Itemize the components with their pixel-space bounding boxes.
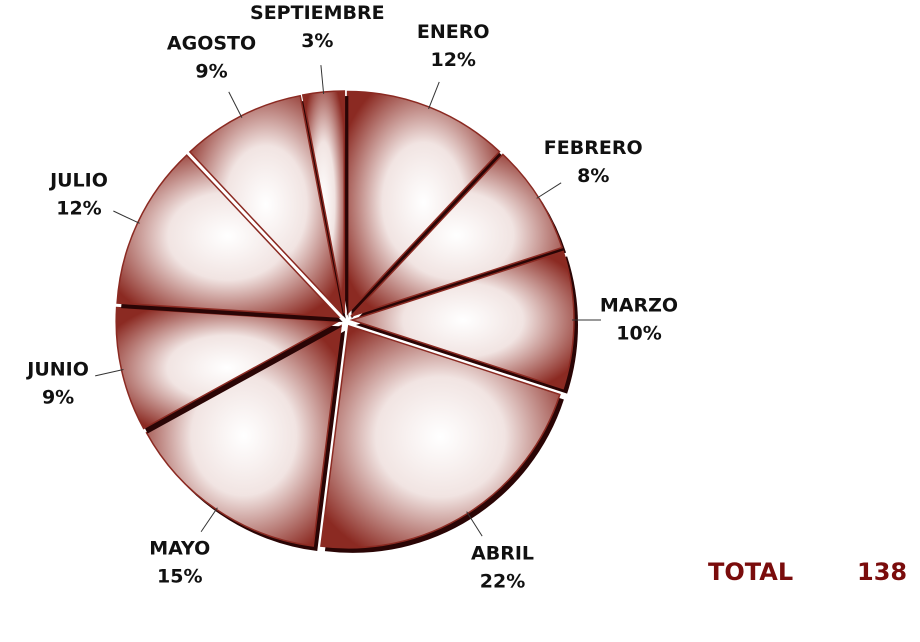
slice-label: FEBRERO <box>544 137 643 159</box>
slice-value-label: 9% <box>195 61 227 83</box>
slice-value-label: 10% <box>616 323 661 345</box>
leader-line <box>95 369 124 377</box>
slice-label: JULIO <box>48 169 108 191</box>
slice-label: ABRIL <box>471 543 534 565</box>
total-label: TOTAL <box>708 558 793 586</box>
leader-line <box>536 182 562 199</box>
slice-label: MAYO <box>149 538 210 560</box>
slice-value-label: 9% <box>42 387 74 409</box>
slice-value-label: 12% <box>430 49 475 71</box>
leader-line <box>466 511 483 537</box>
slice-value-label: 22% <box>480 571 525 593</box>
slice-label: AGOSTO <box>167 33 256 55</box>
leader-line <box>200 507 218 533</box>
slice-value-label: 15% <box>157 566 202 588</box>
slice-value-label: 12% <box>56 197 101 219</box>
pie <box>115 90 578 553</box>
leader-line <box>228 91 243 118</box>
slice-label: JUNIO <box>25 359 89 381</box>
slice-label: ENERO <box>417 21 490 43</box>
leader-line <box>320 65 325 95</box>
slice-value-label: 3% <box>301 30 333 52</box>
slice-value-label: 8% <box>577 165 609 187</box>
leader-line <box>428 81 440 110</box>
total-value: 138 <box>857 558 907 586</box>
slice-label: SEPTIEMBRE <box>250 2 385 24</box>
leader-line <box>113 210 140 224</box>
slice-label: MARZO <box>600 295 678 317</box>
